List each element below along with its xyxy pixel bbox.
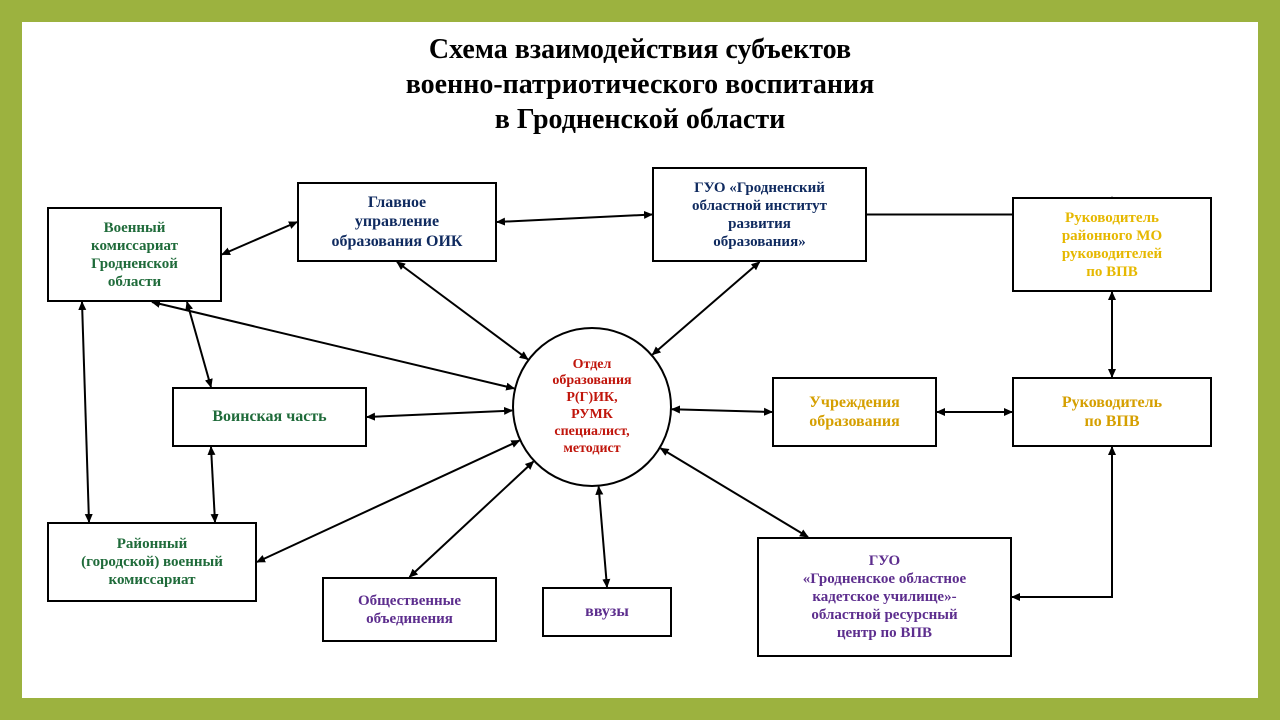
node-glav-upr: Главноеуправлениеобразования ОИК bbox=[297, 182, 497, 262]
node-uchr-obr: Учрежденияобразования bbox=[772, 377, 937, 447]
node-voinsk-chast: Воинская часть bbox=[172, 387, 367, 447]
node-rayon-komissariat: Районный(городской) военныйкомиссариат bbox=[47, 522, 257, 602]
node-komissariat-obl: ВоенныйкомиссариатГродненскойобласти bbox=[47, 207, 222, 302]
stage: Схема взаимодействия субъектов военно-па… bbox=[22, 22, 1258, 698]
node-ruk-vpv: Руководительпо ВПВ bbox=[1012, 377, 1212, 447]
canvas: Схема взаимодействия субъектов военно-па… bbox=[22, 22, 1258, 698]
node-guo-kadet: ГУО«Гродненское областноекадетское учили… bbox=[757, 537, 1012, 657]
node-obsh-obj: Общественныеобъединения bbox=[322, 577, 497, 642]
node-vvuzy: ввузы bbox=[542, 587, 672, 637]
node-guo-inst: ГУО «Гродненскийобластной институтразвит… bbox=[652, 167, 867, 262]
node-center: ОтделобразованияР(Г)ИК,РУМКспециалист,ме… bbox=[512, 327, 672, 487]
diagram-title: Схема взаимодействия субъектов военно-па… bbox=[22, 32, 1258, 137]
node-ruk-rayon-mo: Руководительрайонного МОруководителейпо … bbox=[1012, 197, 1212, 292]
frame: Схема взаимодействия субъектов военно-па… bbox=[0, 0, 1280, 720]
title-line-1: Схема взаимодействия субъектов bbox=[22, 32, 1258, 67]
title-line-2: военно-патриотического воспитания bbox=[22, 67, 1258, 102]
title-line-3: в Гродненской области bbox=[22, 102, 1258, 137]
